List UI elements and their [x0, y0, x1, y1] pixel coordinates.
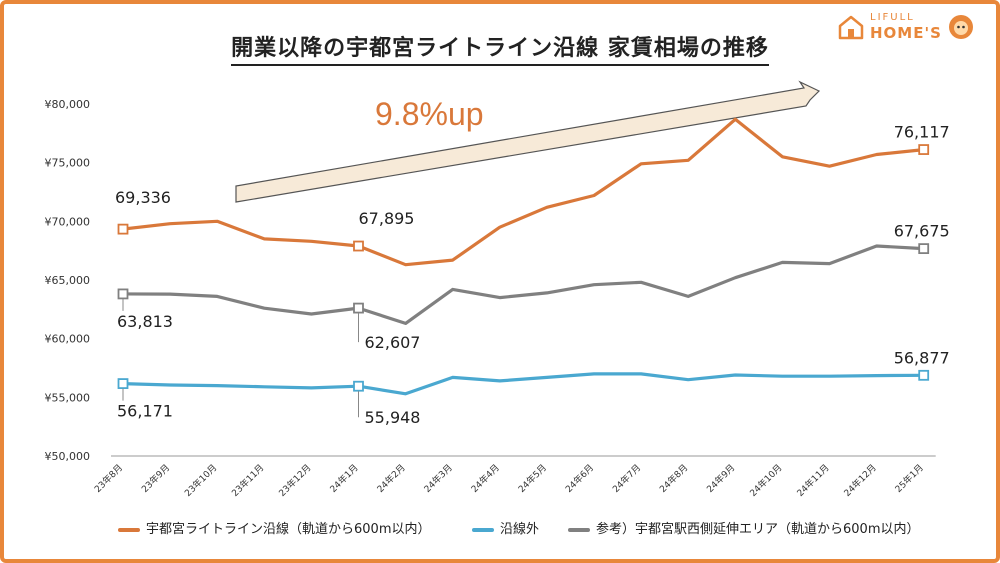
data-label: 76,117	[894, 123, 950, 142]
x-tick-label: 23年10月	[182, 462, 219, 499]
legend-swatch	[118, 527, 140, 532]
x-tick-label: 23年12月	[276, 462, 313, 499]
x-tick-label: 24年11月	[794, 462, 831, 499]
data-label: 56,877	[894, 348, 950, 367]
x-tick-label: 24年2月	[374, 462, 407, 495]
legend-label: 参考）宇都宮駅西側延伸エリア（軌道から600m以内）	[596, 522, 920, 537]
x-tick-label: 24年7月	[610, 462, 643, 495]
logo-line2: HOME'S	[870, 24, 942, 42]
y-tick-label: ¥80,000	[45, 98, 91, 111]
x-tick-label: 24年1月	[327, 462, 360, 495]
data-label: 67,895	[359, 209, 415, 228]
mascot-icon	[949, 15, 973, 39]
data-marker	[918, 144, 930, 155]
x-tick-label: 24年10月	[747, 462, 784, 499]
y-tick-label: ¥55,000	[45, 391, 91, 404]
data-marker	[117, 288, 129, 300]
x-tick-label: 24年4月	[469, 462, 502, 495]
legend-label: 沿線外	[500, 522, 540, 537]
data-label: 67,675	[894, 222, 950, 241]
y-tick-label: ¥50,000	[45, 450, 91, 463]
x-tick-label: 24年8月	[657, 462, 690, 495]
data-label: 55,948	[365, 408, 421, 427]
y-tick-label: ¥65,000	[45, 274, 91, 287]
x-tick-label: 24年9月	[704, 462, 737, 495]
series-line-2	[121, 244, 926, 325]
x-tick-label: 25年1月	[892, 462, 925, 495]
y-tick-label: ¥70,000	[45, 215, 91, 228]
data-label: 56,171	[117, 402, 173, 421]
data-marker	[918, 243, 930, 255]
data-marker	[353, 302, 364, 314]
lifull-homes-logo: LIFULL HOME'S	[836, 10, 976, 46]
legend-swatch	[568, 527, 590, 532]
x-tick-label: 23年11月	[229, 462, 266, 499]
legend-item-outside: 沿線外	[472, 518, 539, 537]
trend-annotation: 9.8%up	[375, 96, 484, 132]
data-label: 63,813	[117, 312, 173, 331]
legend-label: 宇都宮ライトライン沿線（軌道から600m以内）	[146, 522, 431, 537]
series-line-0	[121, 117, 926, 267]
house-icon	[838, 15, 864, 40]
data-marker	[117, 378, 129, 389]
chart-title: 開業以降の宇都宮ライトライン沿線 家賃相場の推移	[0, 30, 1000, 66]
y-tick-label: ¥75,000	[45, 157, 91, 170]
data-marker	[918, 369, 930, 381]
data-label: 69,336	[115, 188, 171, 207]
data-marker	[353, 240, 364, 252]
data-label: 62,607	[365, 333, 421, 352]
logo-line1: LIFULL	[870, 12, 915, 23]
legend-item-lightline: 宇都宮ライトライン沿線（軌道から600m以内）	[118, 518, 430, 537]
x-tick-label: 23年8月	[92, 462, 125, 495]
series-line-1	[121, 372, 926, 396]
data-marker	[117, 223, 129, 235]
legend-item-west-extension: 参考）宇都宮駅西側延伸エリア（軌道から600m以内）	[568, 518, 919, 537]
x-tick-label: 24年3月	[421, 462, 454, 495]
legend-swatch	[472, 527, 494, 532]
y-tick-label: ¥60,000	[45, 333, 91, 346]
x-tick-label: 24年12月	[841, 462, 878, 499]
trend-arrow	[235, 80, 821, 203]
x-tick-label: 24年5月	[516, 462, 549, 495]
x-tick-label: 23年9月	[139, 462, 172, 495]
x-tick-label: 24年6月	[563, 462, 596, 495]
data-marker	[353, 380, 364, 392]
